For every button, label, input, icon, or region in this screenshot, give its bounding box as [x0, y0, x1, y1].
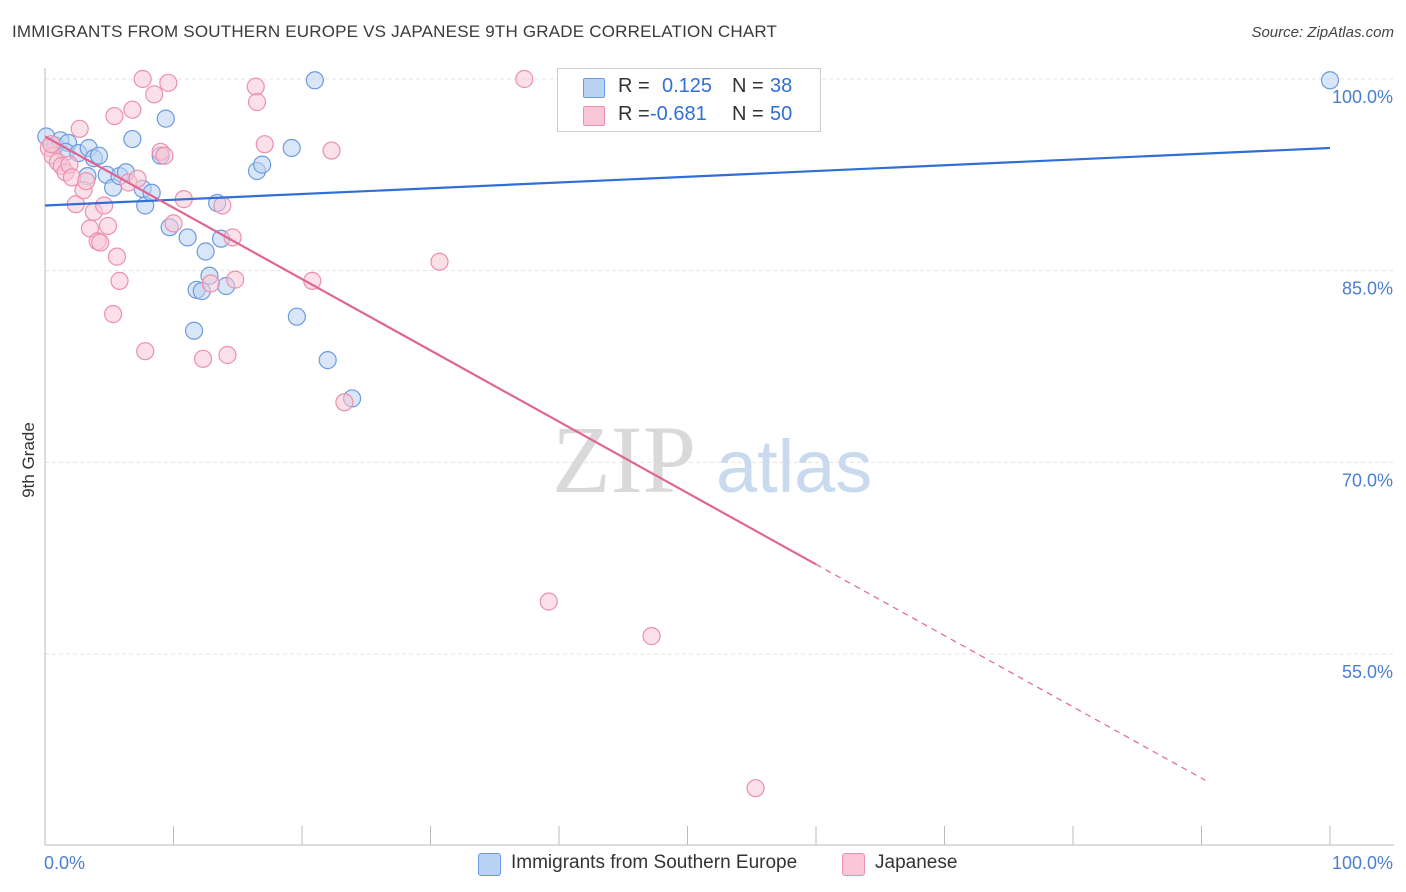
pink-data-point — [110, 271, 129, 290]
pink-data-point — [223, 228, 242, 247]
bottom-legend-label-blue: Immigrants from Southern Europe — [511, 852, 798, 873]
blue-data-point — [287, 307, 306, 326]
pink-data-point — [515, 69, 534, 89]
legend-r-value: -0.681 — [650, 103, 707, 125]
pink-data-point — [746, 779, 765, 798]
legend-row-blue: R = 0.125 N = 38 — [558, 73, 820, 101]
pink-data-point — [430, 252, 449, 271]
pink-data-point — [226, 270, 245, 289]
pink-data-point — [123, 100, 142, 119]
pink-data-point — [322, 141, 341, 160]
series-japanese-points — [39, 69, 765, 798]
bottom-legend-swatch-pink — [842, 853, 865, 876]
legend-swatch-pink — [583, 106, 605, 126]
pink-data-point — [91, 233, 110, 252]
pink-trend-line — [44, 135, 817, 566]
pink-data-point — [159, 73, 178, 92]
blue-data-point — [89, 146, 109, 165]
pink-data-point — [246, 77, 265, 96]
blue-data-point — [282, 138, 301, 158]
y-tick-label: 85.0% — [1342, 279, 1393, 299]
bottom-legend-label-pink: Japanese — [875, 852, 958, 873]
blue-data-point — [123, 129, 142, 149]
watermark-atlas: atlas — [716, 425, 872, 508]
legend-r-label: R = — [618, 75, 650, 97]
x-tick-label: 0.0% — [44, 853, 85, 873]
legend-n-label: N = — [732, 75, 764, 97]
x-tick-label: 100.0% — [1332, 853, 1393, 873]
pink-data-point — [95, 196, 114, 215]
chart-title: IMMIGRANTS FROM SOUTHERN EUROPE VS JAPAN… — [12, 22, 778, 41]
source-label: Source: ZipAtlas.com — [1251, 24, 1394, 41]
legend-n-value: 38 — [770, 75, 793, 97]
pink-data-point — [145, 85, 164, 104]
watermark-zip: ZIP — [552, 406, 696, 513]
pink-data-point — [201, 274, 220, 293]
legend-row-pink: R = -0.681 N = 50 — [558, 101, 820, 129]
pink-data-point — [164, 214, 183, 233]
bottom-legend-swatch-blue — [478, 853, 501, 876]
pink-data-point — [193, 349, 213, 368]
pink-data-point — [107, 247, 127, 266]
blue-data-point — [1320, 71, 1340, 90]
blue-data-point — [305, 71, 324, 90]
pink-data-point — [77, 172, 96, 191]
pink-data-point — [539, 592, 558, 611]
y-axis-label: 9th Grade — [19, 422, 38, 498]
blue-data-point — [184, 321, 204, 340]
gridlines — [45, 78, 1394, 655]
legend-r-label: R = — [618, 103, 650, 125]
pink-data-point — [98, 216, 118, 236]
pink-data-point — [218, 345, 237, 365]
blue-trend-line — [44, 146, 1331, 207]
y-tick-label: 100.0% — [1332, 87, 1393, 107]
stats-legend: R = 0.125 N = 38 R = -0.681 N = 50 — [557, 68, 821, 132]
blue-data-point — [178, 228, 197, 247]
y-tick-label: 55.0% — [1342, 662, 1393, 682]
legend-swatch-blue — [583, 78, 605, 98]
trend-lines — [44, 135, 1331, 781]
legend-n-label: N = — [732, 103, 764, 125]
blue-data-point — [156, 109, 175, 128]
pink-data-point — [642, 627, 661, 646]
legend-n-value: 50 — [770, 103, 793, 125]
pink-data-point — [136, 342, 155, 361]
y-tick-label: 70.0% — [1342, 470, 1393, 490]
pink-data-point — [247, 92, 267, 112]
pink-data-point — [255, 135, 274, 154]
pink-data-point — [335, 393, 354, 412]
pink-data-point — [155, 146, 174, 165]
watermark: ZIP atlas — [552, 406, 872, 513]
pink-data-point — [213, 196, 232, 215]
tick-labels: 100.0% 85.0% 70.0% 55.0% 0.0% 100.0% — [44, 87, 1393, 873]
pink-data-point — [133, 69, 152, 89]
legend-r-value: 0.125 — [662, 75, 713, 97]
blue-data-point — [253, 155, 272, 174]
pink-data-point — [70, 119, 89, 138]
blue-data-point — [196, 242, 215, 261]
pink-data-point — [105, 106, 124, 126]
axes — [44, 68, 1394, 846]
blue-data-point — [318, 351, 337, 370]
pink-data-point — [104, 305, 123, 324]
pink-trend-line-extension — [815, 563, 1206, 781]
